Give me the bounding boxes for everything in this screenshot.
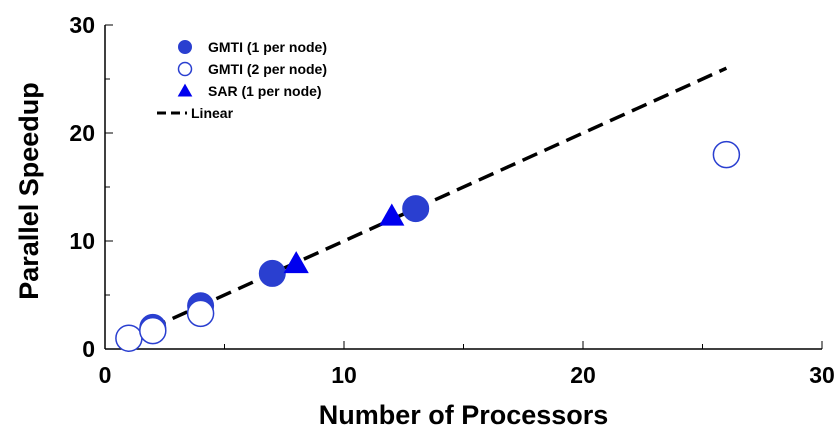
series-filled-triangle	[283, 203, 405, 274]
legend-item: Linear	[157, 105, 234, 121]
legend-item: SAR (1 per node)	[177, 83, 322, 99]
data-point	[139, 316, 167, 345]
x-tick-label: 30	[809, 362, 835, 388]
data-point	[402, 195, 430, 223]
tick-labels: 0 10 20 30 0 10 20 30	[69, 12, 834, 388]
x-tick-label: 10	[331, 362, 357, 388]
legend-swatch	[177, 61, 193, 77]
legend-label: Linear	[191, 105, 234, 121]
data-series	[115, 66, 741, 352]
legend-label: SAR (1 per node)	[208, 83, 322, 99]
x-axis-title: Number of Processors	[319, 400, 609, 430]
series-open-circle	[115, 140, 741, 352]
data-point	[712, 140, 741, 169]
y-tick-label: 30	[69, 12, 95, 38]
x-tick-label: 20	[570, 362, 596, 388]
axis-ticks	[104, 24, 823, 350]
data-point	[379, 203, 405, 226]
legend-label: GMTI (1 per node)	[208, 39, 327, 55]
data-point	[115, 324, 143, 352]
y-tick-label: 10	[69, 228, 95, 254]
y-axis-title: Parallel Speedup	[14, 82, 44, 300]
data-point	[258, 259, 286, 287]
legend-item: GMTI (2 per node)	[177, 61, 327, 77]
legend-label: GMTI (2 per node)	[208, 61, 327, 77]
x-tick-label: 0	[99, 362, 112, 388]
data-point	[283, 251, 309, 274]
y-tick-label: 0	[82, 336, 95, 362]
legend-swatch	[178, 40, 192, 54]
data-point	[186, 299, 215, 328]
legend: GMTI (1 per node) GMTI (2 per node) SAR (1…	[157, 39, 327, 121]
y-tick-label: 20	[69, 120, 95, 146]
legend-item: GMTI (1 per node)	[178, 39, 327, 55]
legend-swatch	[177, 83, 193, 97]
